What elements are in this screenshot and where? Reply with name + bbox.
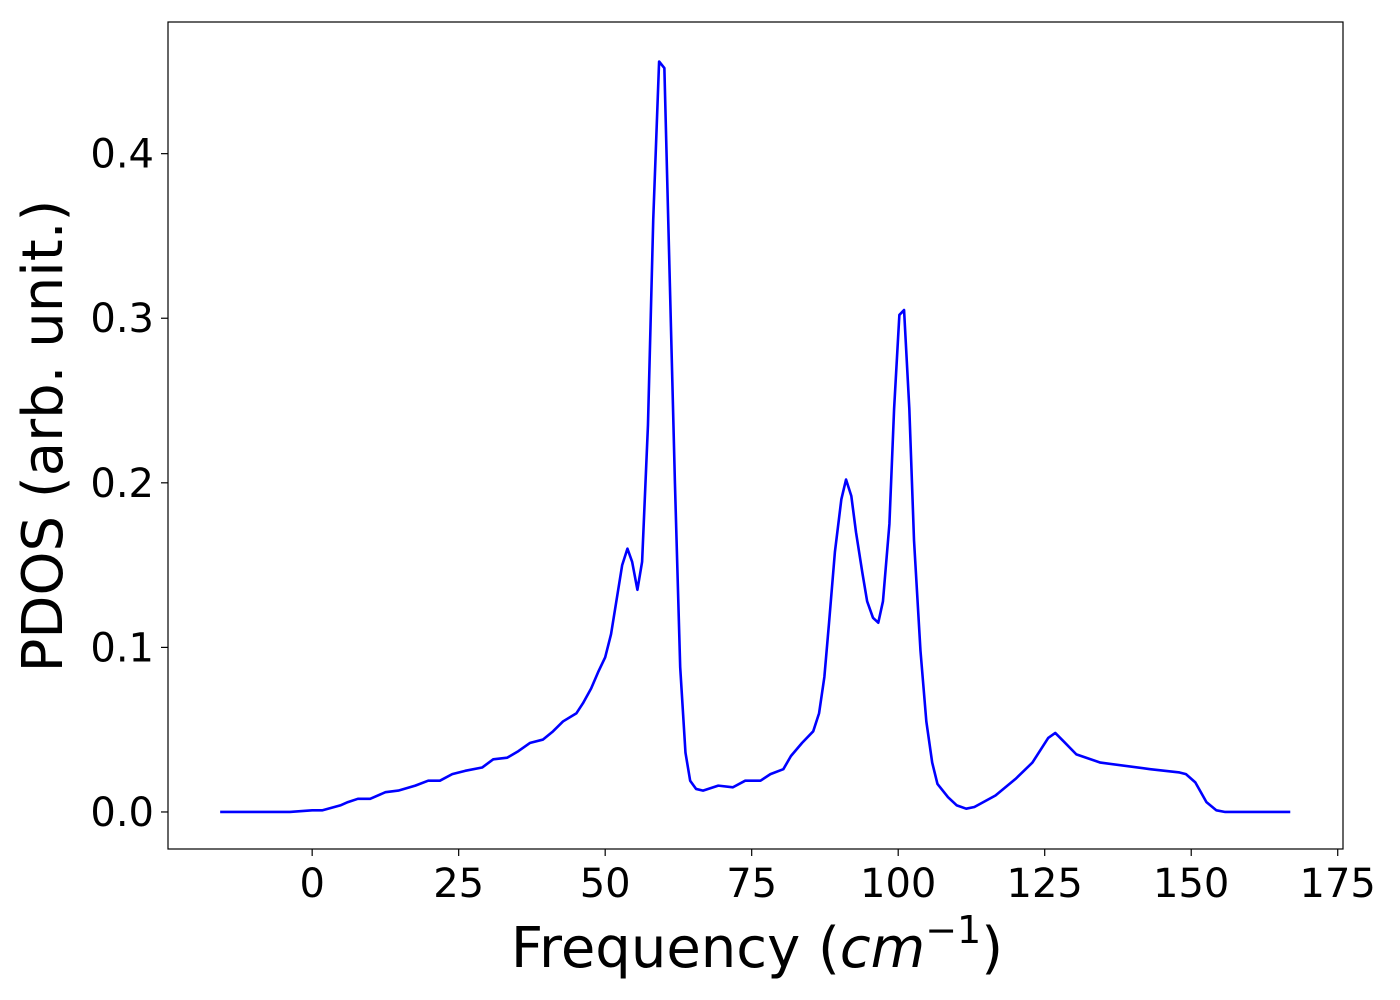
x-tick-label: 175 xyxy=(1300,861,1376,907)
x-tick-label: 50 xyxy=(580,861,631,907)
x-label-exponent: −1 xyxy=(925,908,981,952)
x-label-close: ) xyxy=(981,916,1003,981)
y-tick-label: 0.2 xyxy=(90,461,154,507)
y-tick-label: 0.4 xyxy=(90,132,154,178)
plot-frame xyxy=(167,21,1344,850)
x-label-unit: cm xyxy=(840,916,925,981)
y-tick-label: 0.0 xyxy=(90,790,154,836)
x-tick-label: 100 xyxy=(860,861,936,907)
x-tick-label: 75 xyxy=(726,861,777,907)
x-tick-label: 25 xyxy=(433,861,484,907)
x-tick-label: 0 xyxy=(299,861,324,907)
x-label-text: Frequency ( xyxy=(511,916,840,981)
y-tick-label: 0.3 xyxy=(90,296,154,342)
x-axis-label: Frequency (cm−1) xyxy=(511,908,1003,981)
x-tick-label: 150 xyxy=(1153,861,1229,907)
x-tick-label: 125 xyxy=(1007,861,1083,907)
y-axis-label: PDOS (arb. unit.) xyxy=(11,200,76,673)
y-tick-label: 0.1 xyxy=(90,625,154,671)
data-line xyxy=(220,60,1291,814)
